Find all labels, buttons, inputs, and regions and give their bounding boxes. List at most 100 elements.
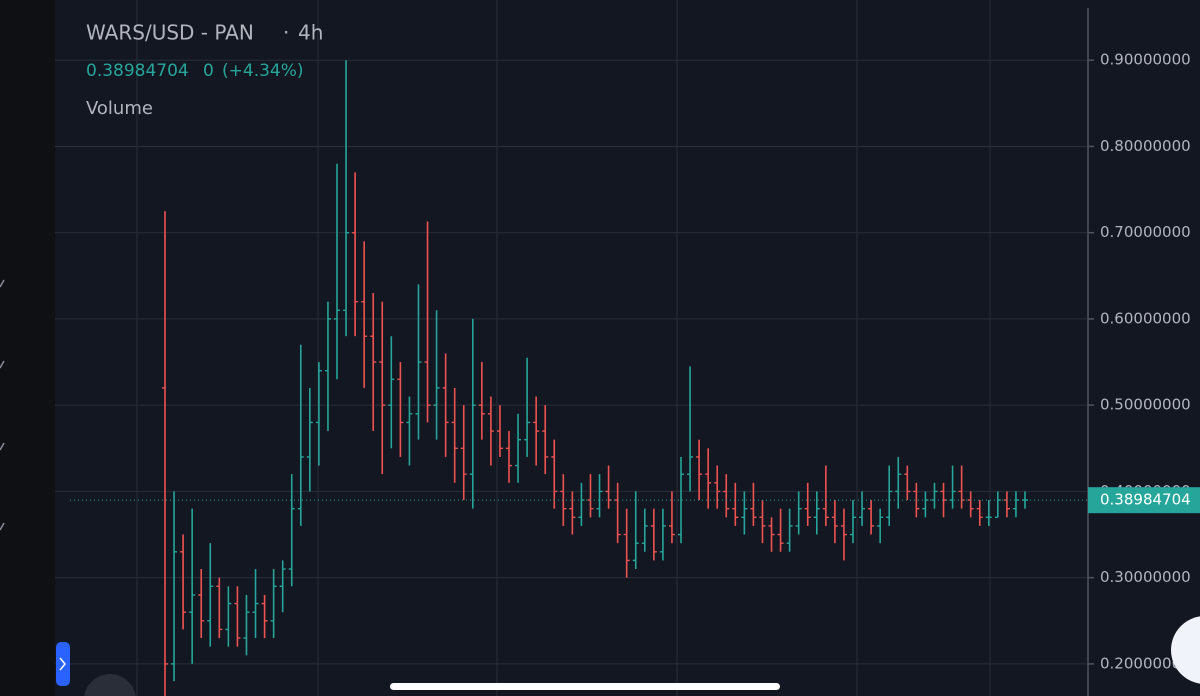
ohlc-bar — [831, 500, 838, 544]
ohlc-bar — [913, 482, 920, 518]
y-tick-label: 0.30000000 — [1100, 568, 1191, 586]
toggle-arrow — [59, 657, 66, 671]
ohlc-bar — [859, 491, 866, 526]
toolbar — [0, 0, 55, 696]
ohlc-bar — [252, 569, 259, 639]
ohlc-bar — [496, 405, 503, 457]
ohlc-bar — [270, 569, 277, 639]
ohlc-bar — [324, 301, 331, 432]
ohlc-bar — [487, 396, 494, 466]
ohlc-bar — [732, 482, 739, 526]
ohlc-bar — [442, 353, 449, 457]
ohlc-bar — [478, 362, 485, 440]
ohlc-bar — [551, 439, 558, 509]
ohlc-bar — [171, 491, 178, 682]
ohlc-bar — [569, 491, 576, 535]
logo-button[interactable] — [84, 674, 136, 696]
y-tick-label: 0.20000000 — [1100, 654, 1191, 672]
ohlc-bar — [533, 396, 540, 466]
ohlc-bar — [904, 465, 911, 501]
ohlc-bar — [813, 491, 820, 535]
price-label-box — [1088, 487, 1200, 514]
ohlc-bar — [243, 594, 250, 656]
ohlc-bar — [216, 577, 223, 639]
ohlc-bar — [868, 500, 875, 535]
ohlc-bar — [288, 474, 295, 587]
ohlc-bar — [587, 474, 594, 518]
ohlc-bar — [225, 586, 232, 647]
ohlc-bar — [352, 172, 359, 337]
y-tick-label: 0.50000000 — [1100, 396, 1191, 414]
ohlc-bar — [840, 508, 847, 561]
ohlc-bar — [768, 517, 775, 552]
ohlc-bar — [198, 569, 205, 639]
ohlc-bar — [506, 431, 512, 483]
ohlc-bar — [777, 508, 784, 552]
ohlc-bar — [678, 456, 684, 544]
ohlc-bar — [850, 500, 856, 544]
ohlc-bar — [976, 500, 983, 526]
panel-toggle[interactable] — [56, 642, 70, 686]
ohlc-bar — [668, 491, 675, 544]
ohlc-bar — [596, 474, 603, 518]
ohlc-bar — [406, 396, 413, 466]
ohlc-bar — [795, 491, 802, 535]
y-tick-label: 0.90000000 — [1100, 51, 1191, 69]
ohlc-bar — [315, 362, 322, 466]
ohlc-bar — [632, 491, 639, 570]
ohlc-bar — [306, 387, 313, 492]
ohlc-bar — [207, 543, 214, 647]
ohlc-bar — [985, 500, 992, 526]
ohlc-bar — [189, 508, 196, 664]
volume-label: Volume — [86, 98, 153, 119]
change: 0 — [203, 61, 214, 81]
ohlc-bar — [759, 500, 766, 544]
ohlc-bar — [659, 508, 666, 561]
ohlc-bar — [822, 465, 829, 526]
ohlc-bar — [741, 491, 748, 535]
ohlc-bar — [451, 387, 458, 483]
ohlc-bar — [361, 241, 368, 388]
bars — [70, 60, 1088, 696]
ohlc-bar — [886, 465, 893, 526]
ohlc-bar — [723, 474, 730, 518]
ohlc-bar — [370, 293, 377, 432]
ohlc-bar — [750, 482, 757, 526]
ohlc-bar — [162, 211, 168, 696]
time-grid — [136, 0, 991, 696]
chat-button[interactable] — [1171, 616, 1200, 684]
price-label: 0.38984704 — [1100, 491, 1191, 509]
last-price: 0.38984704 — [86, 61, 189, 81]
y-tick-label: 0.80000000 — [1100, 137, 1191, 155]
ohlc-bar — [705, 448, 712, 509]
ohlc-bar — [524, 357, 531, 457]
y-tick-label: 0.70000000 — [1100, 223, 1191, 241]
ohlc-bar — [388, 336, 395, 449]
ohlc-bar — [180, 534, 187, 630]
ohlc-bar — [614, 482, 621, 544]
ohlc-bar — [687, 366, 694, 492]
ohlc-bar — [460, 405, 467, 501]
ohlc-bar — [433, 310, 440, 440]
ohlc-bar — [804, 482, 811, 526]
toolbar-icons — [0, 279, 5, 531]
ohlc-bar — [714, 465, 721, 509]
change-pct: (+4.34%) — [222, 61, 304, 81]
ohlc-bar — [279, 560, 286, 613]
y-tick-label: 0.60000000 — [1100, 309, 1191, 327]
ohlc-bar — [560, 474, 567, 526]
home-indicator — [390, 683, 780, 690]
ohlc-bar — [397, 362, 404, 457]
ohlc-bar — [641, 508, 648, 552]
symbol: WARS/USD - PAN — [86, 21, 254, 45]
ohlc-bar — [650, 508, 657, 561]
interval: 4h — [298, 21, 323, 45]
ohlc-bar — [786, 508, 793, 552]
ohlc-bar — [379, 301, 386, 475]
ohlc-bar — [542, 405, 549, 475]
ohlc-bar — [343, 60, 350, 337]
ohlc-bar — [234, 586, 241, 647]
price-axis: 0.200000000.300000000.400000000.50000000… — [1088, 51, 1200, 672]
